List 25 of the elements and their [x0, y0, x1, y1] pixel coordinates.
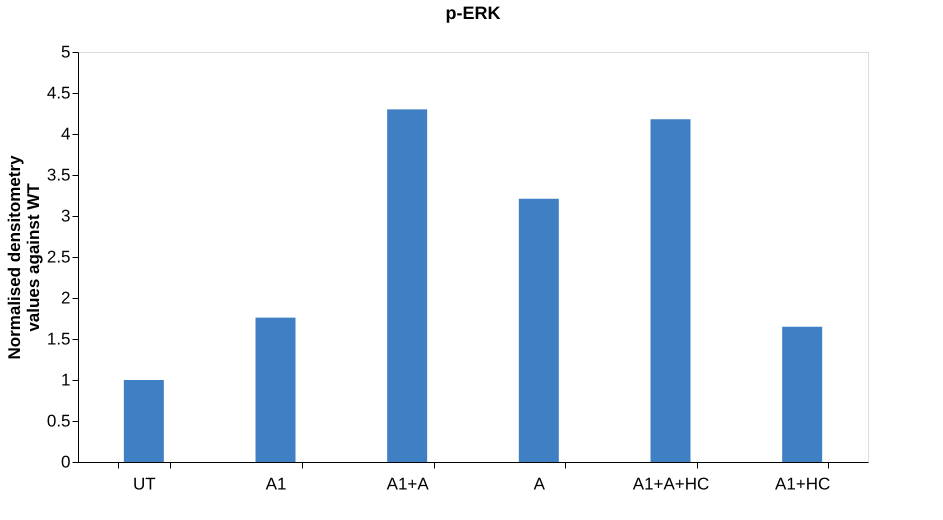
bar	[387, 109, 428, 462]
bar	[124, 380, 164, 462]
x-tick-label: A1	[266, 474, 286, 494]
chart-title: p-ERK	[446, 3, 500, 23]
bar	[782, 326, 822, 462]
bar	[256, 318, 296, 462]
x-tick-label: A1+A	[386, 474, 430, 494]
y-tick-label: 5	[61, 42, 70, 62]
y-tick-label: 0.5	[46, 412, 70, 430]
y-tick-label: 1	[61, 370, 70, 390]
x-tick-label: A	[534, 474, 546, 494]
x-tick-label: UT	[132, 474, 156, 494]
x-tick-label: A1+A+HC	[632, 474, 710, 494]
bar	[650, 119, 690, 462]
y-tick-label: 2	[61, 288, 70, 308]
y-tick-label: 3	[61, 206, 70, 226]
x-tick-label: A1+HC	[775, 474, 830, 494]
y-tick-label: 2.5	[46, 248, 70, 266]
y-tick-label: 3.5	[46, 166, 70, 184]
bar	[518, 198, 559, 462]
y-tick-label: 1.5	[46, 330, 70, 348]
y-axis-title: Normalised densitometry values against WT	[4, 154, 43, 360]
y-tick-label: 0	[61, 452, 70, 472]
y-tick-label: 4	[61, 124, 70, 144]
y-tick-label: 4.5	[46, 84, 70, 102]
